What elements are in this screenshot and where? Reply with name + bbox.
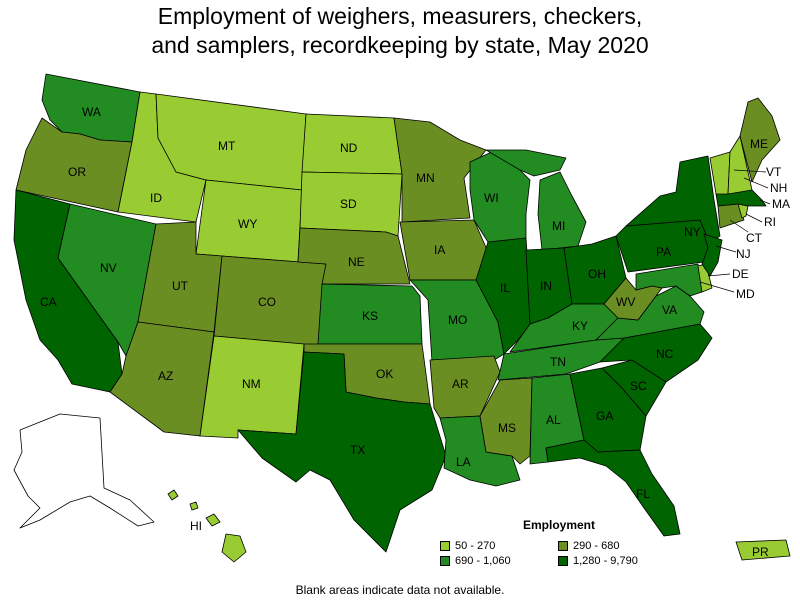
label-IL: IL — [500, 281, 510, 295]
label-OK: OK — [376, 367, 393, 381]
state-NH[interactable] — [727, 135, 753, 195]
label-MA: MA — [772, 197, 790, 211]
label-AR: AR — [452, 377, 469, 391]
state-ME[interactable] — [739, 97, 781, 183]
label-ND: ND — [340, 141, 358, 155]
state-PR[interactable] — [735, 539, 791, 561]
label-NC: NC — [656, 347, 674, 361]
label-FL: FL — [636, 487, 650, 501]
label-NV: NV — [100, 261, 117, 275]
label-VA: VA — [662, 303, 677, 317]
state-SC[interactable] — [601, 359, 667, 417]
label-PR: PR — [752, 545, 769, 559]
label-PA: PA — [656, 245, 671, 259]
state-MI[interactable] — [485, 149, 587, 251]
state-AK[interactable] — [13, 413, 155, 529]
state-AZ[interactable] — [109, 321, 215, 437]
label-CO: CO — [258, 295, 276, 309]
map-title-line1: Employment of weighers, measurers, check… — [157, 3, 643, 29]
legend-item-2: 290 - 680 — [558, 540, 668, 552]
legend-swatch-1 — [440, 541, 450, 551]
label-ME: ME — [750, 137, 768, 151]
label-MT: MT — [218, 139, 236, 153]
legend-title: Employment — [522, 518, 595, 532]
legend-grid: 50 - 270 290 - 680 690 - 1,060 1,280 - 9… — [440, 540, 660, 567]
label-MD: MD — [736, 287, 755, 301]
label-NJ: NJ — [736, 247, 751, 261]
label-CT: CT — [746, 231, 763, 245]
label-AL: AL — [546, 413, 561, 427]
label-MN: MN — [416, 171, 435, 185]
label-VT: VT — [766, 165, 782, 179]
label-NY: NY — [684, 225, 701, 239]
label-MS: MS — [498, 421, 516, 435]
legend-label-3: 690 - 1,060 — [455, 555, 511, 567]
legend-swatch-4 — [558, 556, 568, 566]
label-SC: SC — [630, 379, 647, 393]
label-OH: OH — [588, 267, 606, 281]
legend-swatch-2 — [558, 541, 568, 551]
label-TX: TX — [350, 443, 365, 457]
label-WI: WI — [484, 191, 499, 205]
legend-item-4: 1,280 - 9,790 — [558, 555, 668, 567]
legend-swatch-3 — [440, 556, 450, 566]
label-SD: SD — [340, 197, 357, 211]
legend-item-1: 50 - 270 — [440, 540, 558, 552]
label-MO: MO — [448, 313, 467, 327]
label-TN: TN — [550, 355, 566, 369]
state-TX[interactable] — [237, 351, 447, 553]
state-labels: WA OR CA NV ID MT WY UT AZ CO NM ND SD N… — [40, 105, 790, 559]
legend-item-3: 690 - 1,060 — [440, 555, 558, 567]
label-ID: ID — [150, 191, 162, 205]
label-KY: KY — [572, 319, 588, 333]
label-WY: WY — [238, 217, 257, 231]
label-AZ: AZ — [158, 369, 173, 383]
legend-label-2: 290 - 680 — [573, 540, 620, 552]
label-LA: LA — [456, 455, 471, 469]
label-IA: IA — [434, 243, 445, 257]
map-title: Employment of weighers, measurers, check… — [0, 2, 800, 60]
label-WV: WV — [616, 295, 635, 309]
state-KS[interactable] — [317, 283, 423, 345]
label-UT: UT — [172, 279, 189, 293]
label-DE: DE — [732, 267, 749, 281]
label-NE: NE — [348, 255, 365, 269]
state-NY[interactable] — [625, 155, 721, 245]
state-VT[interactable] — [709, 151, 731, 195]
legend: Employment 50 - 270 290 - 680 690 - 1,06… — [440, 518, 660, 567]
state-FL[interactable] — [545, 439, 681, 537]
label-MI: MI — [552, 219, 565, 233]
label-RI: RI — [764, 215, 776, 229]
state-MN[interactable] — [393, 117, 487, 223]
legend-label-4: 1,280 - 9,790 — [573, 555, 638, 567]
data-note: Blank areas indicate data not available. — [295, 583, 505, 597]
label-CA: CA — [40, 295, 57, 309]
leader-lines — [699, 169, 771, 293]
legend-label-1: 50 - 270 — [455, 540, 496, 552]
label-KS: KS — [362, 309, 378, 323]
state-NE[interactable] — [297, 227, 411, 285]
label-IN: IN — [540, 279, 552, 293]
label-WA: WA — [82, 105, 101, 119]
label-NH: NH — [770, 181, 787, 195]
label-GA: GA — [596, 409, 613, 423]
state-HI[interactable] — [167, 489, 247, 563]
label-OR: OR — [68, 165, 86, 179]
map-title-line2: and samplers, recordkeeping by state, Ma… — [151, 32, 649, 58]
label-NM: NM — [242, 377, 261, 391]
label-HI: HI — [190, 519, 202, 533]
